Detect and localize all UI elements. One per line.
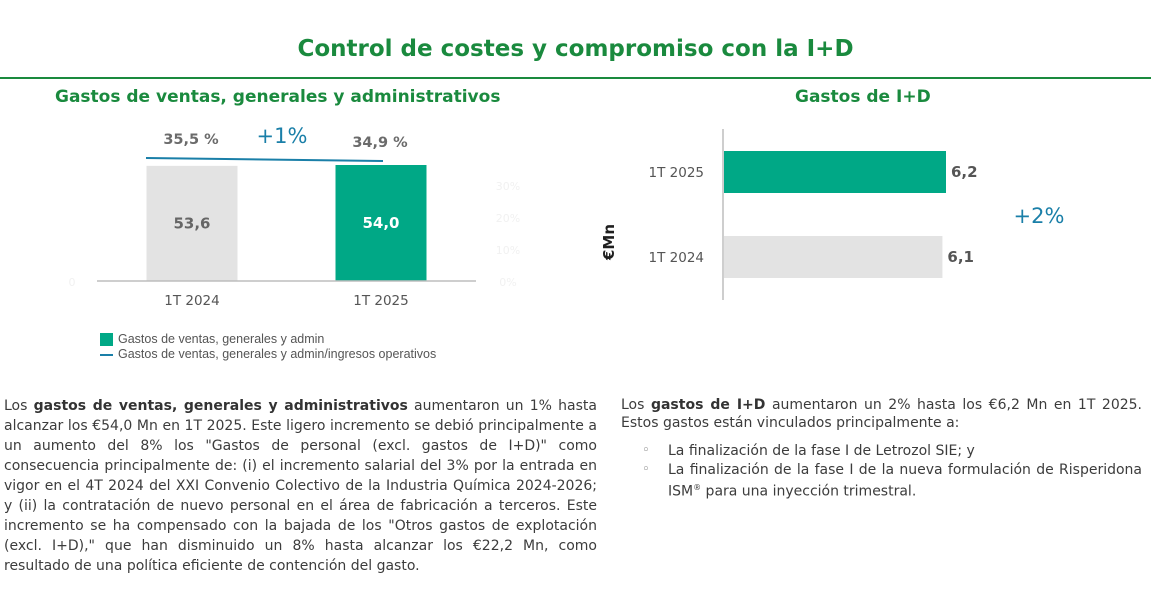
ratio-label: 35,5 % (163, 132, 219, 148)
y2-tick-label: 0% (499, 276, 516, 289)
y-tick-left: 0 (69, 276, 76, 289)
rd-bar-0 (724, 151, 946, 193)
rd-chart-title: Gastos de I+D (795, 87, 931, 107)
legend-swatch-line (100, 353, 113, 356)
sga-bar-1 (335, 165, 427, 281)
legend-swatch-bar (100, 333, 113, 346)
rd-bullet-list: La finalización de la fase I de Letrozol… (640, 442, 1142, 502)
legend-label-bars: Gastos de ventas, generales y admin (118, 332, 325, 346)
sga-bar-value-label: 54,0 (362, 214, 399, 232)
page-title: Control de costes y compromiso con la I+… (297, 36, 854, 62)
title-divider (0, 77, 1151, 79)
legend-label-line: Gastos de ventas, generales y admin/ingr… (118, 347, 437, 361)
rd-bar-1 (724, 236, 943, 278)
rd-bar-value-label: 6,1 (947, 248, 974, 266)
sga-description: Los gastos de ventas, generales y admini… (4, 398, 597, 574)
rd-axis-unit-label: €Mn (600, 224, 618, 261)
y2-tick-label: 30% (496, 180, 520, 193)
rd-bullet-item: La finalización de la fase I de Letrozol… (640, 442, 1142, 460)
sga-growth-annotation: +1% (257, 124, 308, 148)
legend-item-bars: Gastos de ventas, generales y admin (100, 332, 436, 347)
sga-chart-title: Gastos de ventas, generales y administra… (55, 87, 501, 107)
sga-legend: Gastos de ventas, generales y admin Gast… (100, 332, 436, 362)
rd-bar-value-label: 6,2 (951, 163, 978, 181)
rd-bullet-item: La finalización de la fase I de la nueva… (640, 461, 1142, 501)
ratio-label: 34,9 % (352, 135, 408, 151)
x-tick-label: 1T 2025 (353, 293, 408, 309)
rd-description: Los gastos de I+D aumentaron un 2% hasta… (621, 397, 1142, 431)
rd-category-label: 1T 2024 (649, 250, 704, 266)
legend-item-line: Gastos de ventas, generales y admin/ingr… (100, 347, 436, 362)
y2-tick-label: 20% (496, 212, 520, 225)
sga-bar-0 (146, 165, 238, 281)
sga-ratio-line (145, 157, 384, 162)
rd-growth-annotation: +2% (1014, 204, 1065, 228)
y2-tick-label: 10% (496, 244, 520, 257)
x-tick-label: 1T 2024 (164, 293, 219, 309)
rd-category-label: 1T 2025 (649, 165, 704, 181)
sga-bar-value-label: 53,6 (173, 214, 210, 232)
